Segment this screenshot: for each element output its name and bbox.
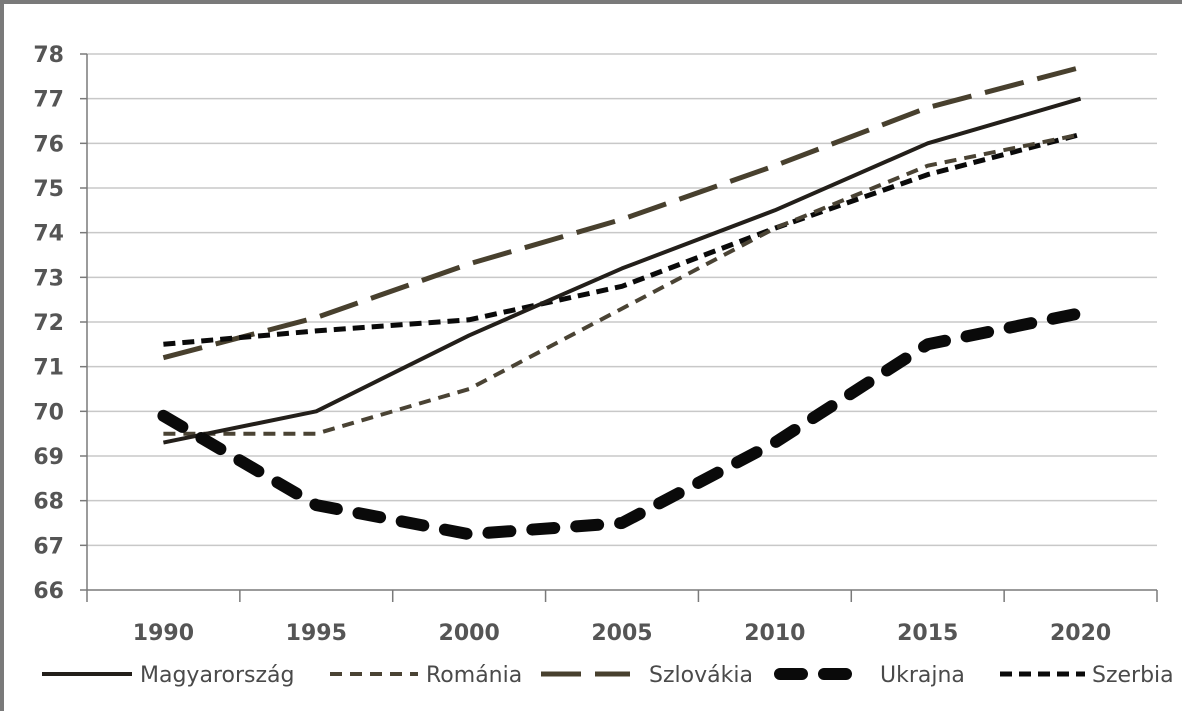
- data-point: [468, 334, 470, 336]
- y-tick-label: 67: [33, 534, 64, 559]
- y-tick-label: 74: [33, 222, 64, 247]
- data-point: [315, 317, 317, 319]
- data-point: [621, 285, 623, 287]
- data-point: [1080, 66, 1082, 68]
- x-tick-label: 2015: [897, 621, 958, 646]
- series-line: [157, 307, 1087, 541]
- y-tick-label: 68: [33, 490, 64, 515]
- y-axis-tick-labels: 66 67 68 69 70 71 72 73 74 75 76 77 78: [33, 43, 64, 604]
- y-tick-label: 71: [33, 356, 64, 381]
- data-point: [927, 107, 929, 109]
- data-point: [468, 533, 470, 535]
- legend-label: Ukrajna: [880, 663, 965, 688]
- y-tick-label: 76: [33, 132, 64, 157]
- data-point: [315, 504, 317, 506]
- x-tick-label: 1990: [133, 621, 194, 646]
- data-point: [468, 263, 470, 265]
- y-tick-label: 66: [33, 579, 64, 604]
- data-point: [621, 218, 623, 220]
- data-point: [1080, 98, 1082, 100]
- y-tick-label: 78: [33, 43, 64, 68]
- legend-label: Románia: [426, 663, 522, 688]
- data-point: [621, 308, 623, 310]
- gridlines: [87, 53, 1157, 547]
- data-point: [468, 388, 470, 390]
- x-tick-label: 2000: [439, 621, 500, 646]
- data-point: [162, 433, 164, 435]
- data-point: [315, 410, 317, 412]
- data-point: [162, 442, 164, 444]
- y-tick-label: 73: [33, 266, 64, 291]
- data-point: [1080, 312, 1082, 314]
- data-point: [1080, 133, 1082, 135]
- data-point: [621, 522, 623, 524]
- data-point: [774, 442, 776, 444]
- y-tick-label: 69: [33, 445, 64, 470]
- data-point: [774, 209, 776, 211]
- legend-label: Szlovákia: [649, 663, 753, 688]
- data-point: [927, 343, 929, 345]
- y-tick-label: 70: [33, 400, 64, 425]
- data-point: [774, 227, 776, 229]
- data-point: [162, 357, 164, 359]
- x-axis-tick-labels: 1990 1995 2000 2005 2010 2015 2020: [133, 621, 1111, 646]
- series-line: [162, 64, 1082, 361]
- y-tick-label: 77: [33, 88, 64, 113]
- data-point: [162, 415, 164, 417]
- x-tick-label: 1995: [286, 621, 347, 646]
- legend: Magyarország Románia Szlovákia Ukrajna Szerb…: [42, 663, 1174, 688]
- y-tick-label: 75: [33, 177, 64, 202]
- y-tick-label: 72: [33, 311, 64, 336]
- data-point: [315, 330, 317, 332]
- legend-label: Szerbia: [1092, 663, 1174, 688]
- x-tick-label: 2005: [591, 621, 652, 646]
- axes: [80, 53, 1158, 602]
- data-point: [927, 174, 929, 176]
- data-point: [468, 319, 470, 321]
- series-line: [163, 131, 1082, 347]
- data-point: [927, 142, 929, 144]
- data-point: [315, 433, 317, 435]
- x-tick-label: 2020: [1050, 621, 1111, 646]
- series-line: [162, 96, 1082, 445]
- data-point: [774, 165, 776, 167]
- data-point: [927, 165, 929, 167]
- x-tick-label: 2010: [744, 621, 805, 646]
- series-lines: [157, 64, 1087, 541]
- data-point: [621, 267, 623, 269]
- series-line: [163, 132, 1082, 436]
- legend-label: Magyarország: [140, 663, 294, 688]
- data-point: [162, 343, 164, 345]
